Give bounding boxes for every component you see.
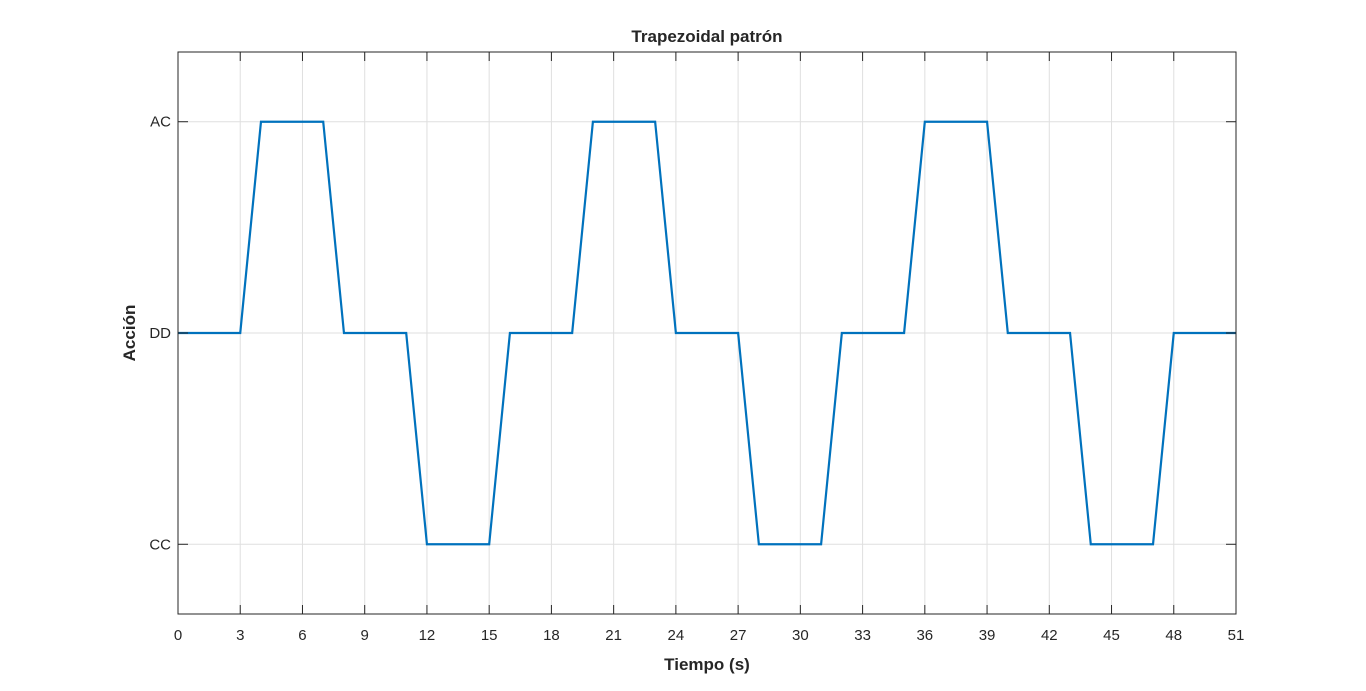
x-tick-label: 45 (1103, 627, 1120, 644)
x-tick-label: 6 (298, 627, 306, 644)
x-tick-label: 48 (1165, 627, 1182, 644)
x-tick-label: 9 (361, 627, 369, 644)
x-tick-label: 39 (979, 627, 996, 644)
x-tick-label: 27 (730, 627, 747, 644)
x-axis-label: Tiempo (s) (664, 655, 750, 674)
x-tick-label: 42 (1041, 627, 1058, 644)
x-tick-label: 18 (543, 627, 560, 644)
x-tick-label: 36 (916, 627, 933, 644)
series-layer (178, 120, 1236, 546)
x-tick-label: 3 (236, 627, 244, 644)
y-tick-label: CC (149, 536, 171, 553)
x-tick-label: 15 (481, 627, 498, 644)
x-tick-label: 12 (419, 627, 436, 644)
y-tick-label: AC (150, 114, 171, 131)
series-line (178, 120, 1236, 546)
y-axis-label: Acción (120, 305, 139, 362)
x-tick-label: 24 (668, 627, 685, 644)
x-tick-label: 30 (792, 627, 809, 644)
x-tick-label: 51 (1228, 627, 1245, 644)
chart-title: Trapezoidal patrón (631, 27, 782, 46)
x-tick-label: 0 (174, 627, 182, 644)
y-tick-label: DD (149, 325, 171, 342)
x-tick-label: 33 (854, 627, 871, 644)
x-tick-label: 21 (605, 627, 622, 644)
